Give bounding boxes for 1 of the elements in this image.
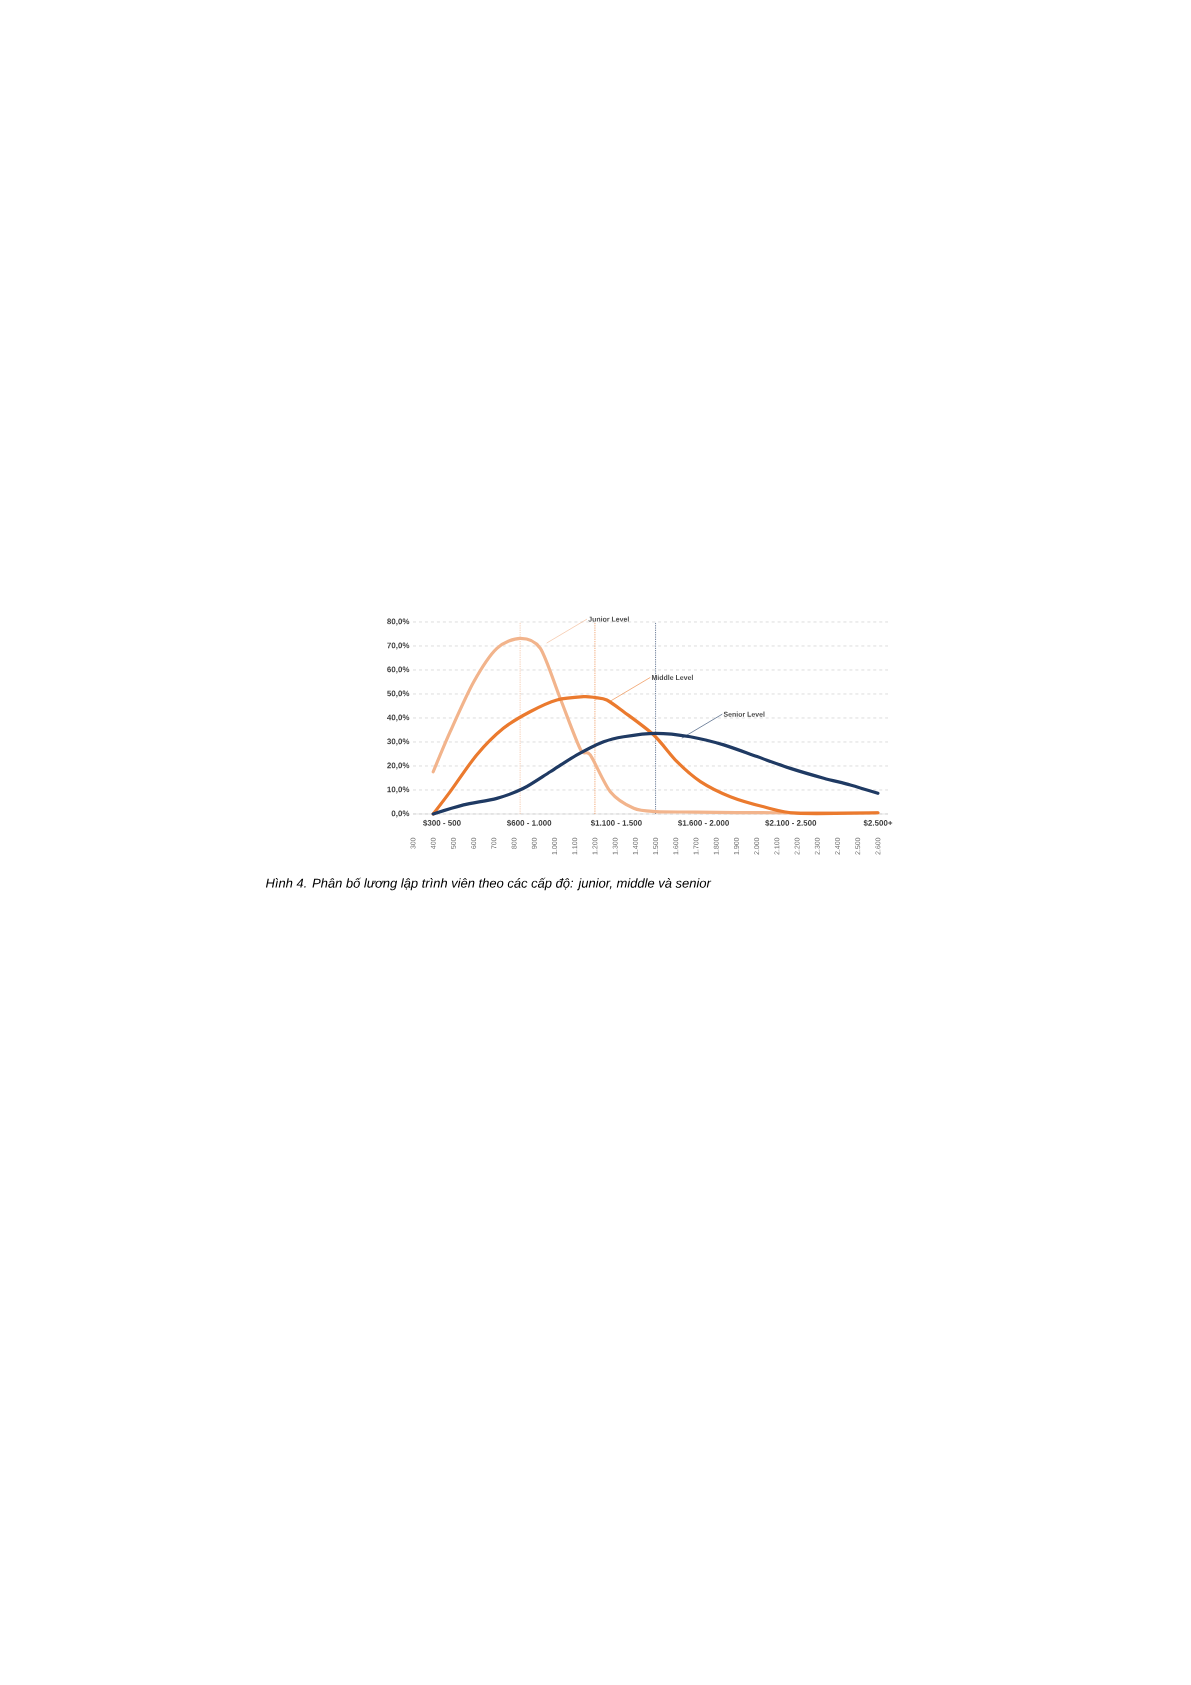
text: Hình 4. Phân bố lương lập trình viên theo các cấp độ: junior, middle và senior xyxy=(265,877,712,891)
